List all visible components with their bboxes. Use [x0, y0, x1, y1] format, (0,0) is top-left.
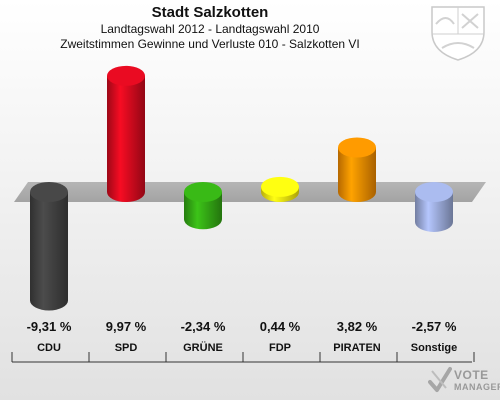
category-label: PIRATEN — [333, 342, 381, 354]
bar-cdu — [30, 182, 68, 311]
bar-body — [30, 192, 68, 301]
bar-body — [107, 75, 145, 192]
vote-manager-logo: VOTE MANAGER — [428, 366, 500, 396]
bar-top-cap — [107, 65, 145, 86]
value-label: 9,97 % — [106, 319, 147, 334]
value-label: 3,82 % — [337, 319, 378, 334]
category-label: SPD — [115, 342, 138, 354]
bar-sonstige — [415, 182, 453, 232]
category-label: CDU — [37, 342, 61, 354]
category-label: GRÜNE — [183, 341, 223, 354]
logo-text-vote: VOTE — [454, 368, 489, 382]
bar-top-cap — [338, 137, 376, 158]
category-label: Sonstige — [411, 342, 457, 354]
chart-subtitle-election: Landtagswahl 2012 - Landtagswahl 2010 — [100, 22, 320, 36]
bar-top-cap — [415, 182, 453, 202]
checkmark-logo-icon — [428, 367, 452, 392]
bar-top-cap — [30, 182, 68, 202]
bar-fdp — [261, 176, 299, 202]
chart-title: Stadt Salzkotten — [151, 4, 269, 21]
coat-of-arms-icon — [431, 6, 485, 61]
bar-end-cap — [30, 290, 68, 311]
bar-end-cap — [338, 182, 376, 202]
bar-end-cap — [415, 211, 453, 232]
bar-end-cap — [184, 209, 222, 230]
logo-text-manager: MANAGER — [454, 382, 500, 392]
value-label: 0,44 % — [260, 319, 301, 334]
bar-piraten — [338, 137, 376, 202]
value-label: -9,31 % — [27, 319, 72, 334]
bar-end-cap — [107, 182, 145, 202]
chart-subtitle-district: Zweitstimmen Gewinne und Verluste 010 - … — [60, 37, 360, 51]
value-label: -2,57 % — [412, 319, 457, 334]
bar-top-cap — [184, 182, 222, 202]
value-label: -2,34 % — [181, 319, 226, 334]
bar-top-cap — [261, 176, 299, 197]
category-label: FDP — [269, 342, 291, 354]
bar-grüne — [184, 182, 222, 230]
bar-spd — [107, 65, 145, 202]
